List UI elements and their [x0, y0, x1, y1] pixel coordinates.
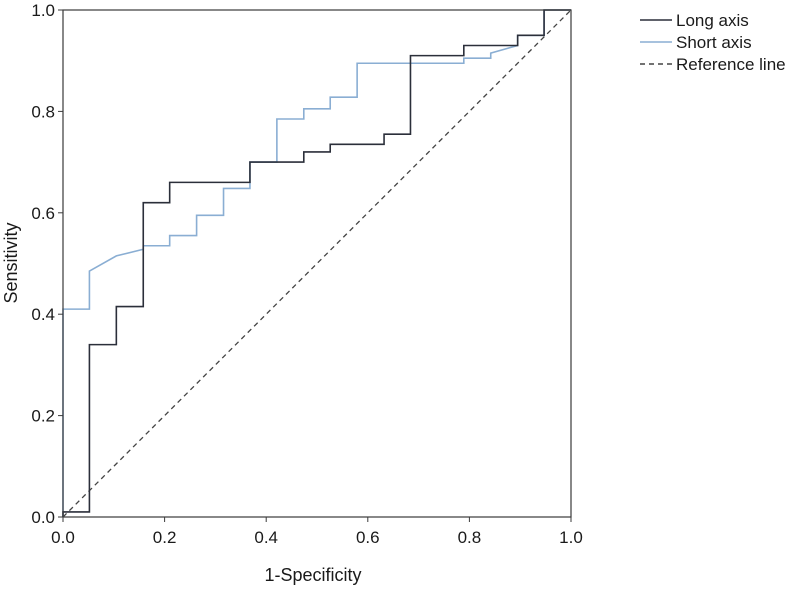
y-tick-label: 0.2: [31, 407, 55, 426]
plot-area: [62, 9, 572, 518]
x-tick-label: 0.0: [51, 528, 75, 547]
x-tick-label: 0.4: [254, 528, 278, 547]
series-line-long-axis: [62, 9, 571, 517]
x-tick-label: 0.6: [356, 528, 380, 547]
series-layer: [62, 9, 572, 518]
x-tick-label: 0.8: [458, 528, 482, 547]
y-axis-ticks: 0.0 0.2 0.4 0.6 0.8 1.0: [31, 1, 63, 527]
y-tick-label: 0.6: [31, 204, 55, 223]
y-tick-label: 0.4: [31, 305, 55, 324]
x-axis-ticks: 0.0 0.2 0.4 0.6 0.8 1.0: [51, 517, 583, 547]
x-tick-label: 0.2: [153, 528, 177, 547]
legend: Long axis Short axis Reference line: [640, 11, 786, 74]
legend-label-short-axis: Short axis: [676, 33, 752, 52]
legend-label-reference-line: Reference line: [676, 55, 786, 74]
x-axis-title: 1-Specificity: [264, 565, 361, 585]
y-axis-title: Sensitivity: [1, 222, 21, 303]
x-tick-label: 1.0: [559, 528, 583, 547]
legend-label-long-axis: Long axis: [676, 11, 749, 30]
y-tick-label: 1.0: [31, 1, 55, 20]
y-tick-label: 0.8: [31, 102, 55, 121]
series-line-reference-line: [62, 9, 572, 518]
y-tick-label: 0.0: [31, 508, 55, 527]
plot-frame: [62, 9, 572, 518]
